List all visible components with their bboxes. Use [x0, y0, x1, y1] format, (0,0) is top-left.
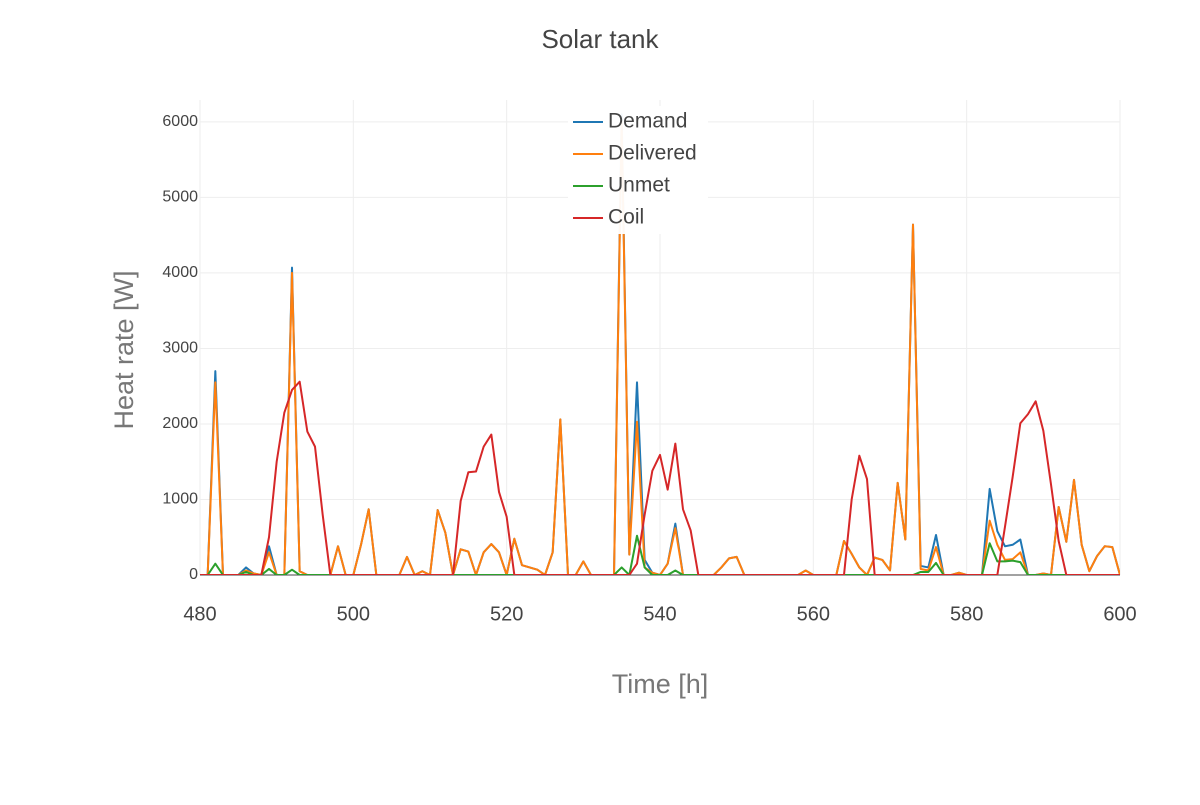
x-tick-label: 480: [183, 603, 216, 625]
y-tick-label: 5000: [162, 189, 198, 206]
y-tick-label: 2000: [162, 415, 198, 432]
legend-label: Demand: [608, 110, 687, 133]
legend-label: Coil: [608, 206, 644, 229]
line-series: [200, 380, 1120, 575]
x-axis-title: Time [h]: [612, 669, 709, 699]
y-tick-label: 0: [189, 566, 198, 583]
x-tick-label: 560: [797, 603, 830, 625]
y-axis-title: Heat rate [W]: [109, 270, 139, 429]
y-tick-label: 1000: [162, 491, 198, 508]
legend-label: Delivered: [608, 142, 697, 165]
legend-label: Unmet: [608, 174, 670, 197]
y-tick-label: 4000: [162, 264, 198, 281]
x-tick-label: 520: [490, 603, 523, 625]
plot-area: [200, 113, 1120, 575]
legend: Demand Delivered Unmet Coil: [568, 106, 708, 234]
x-tick-label: 500: [337, 603, 370, 625]
legend-box: [568, 106, 708, 234]
x-tick-label: 540: [643, 603, 676, 625]
y-tick-label: 6000: [162, 113, 198, 130]
x-tick-label: 580: [950, 603, 983, 625]
x-tick-label: 600: [1103, 603, 1136, 625]
chart-title: Solar tank: [541, 24, 659, 54]
y-tick-label: 3000: [162, 340, 198, 357]
